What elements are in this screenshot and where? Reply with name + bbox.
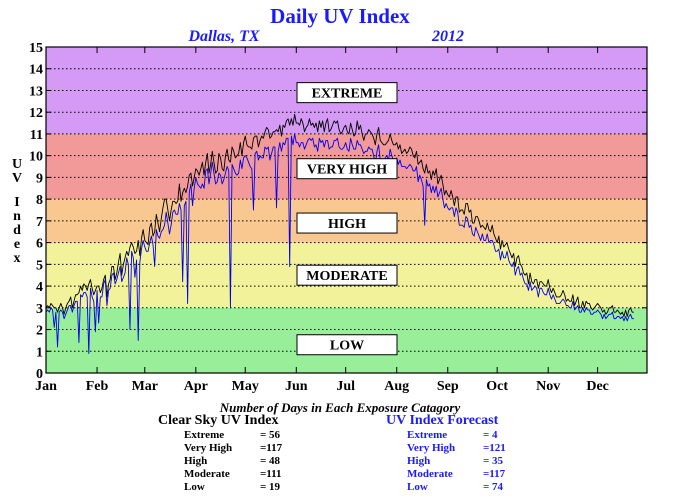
clear-sky-stats: Clear Sky UV Index Extreme = 56 Very High =… [158,413,282,494]
clear-sky-stats-row: Extreme = 56 [184,429,282,442]
y-tick-label: 3 [36,302,43,317]
band-label-box-extreme [296,82,398,104]
forecast-stats-row-value: = 35 [483,455,504,467]
forecast-stats-row: Very High =121 [407,442,506,455]
forecast-stats-row: Extreme = 4 [407,429,506,442]
y-tick-label: 9 [36,171,43,186]
y-tick-label: 1 [36,345,43,360]
y-tick-label: 10 [29,150,43,165]
forecast-stats-row: Low = 74 [407,481,506,494]
forecast-stats-row-value: = 74 [483,481,504,493]
chart-subtitle-location: Dallas, TX [187,28,259,45]
y-tick-label: 15 [29,41,43,56]
chart-title: Daily UV Index [270,4,410,28]
forecast-stats-row-value: =117 [483,468,506,480]
y-tick-label: 8 [36,193,43,208]
x-tick-label: Aug [384,379,409,394]
x-tick-label: Sep [437,379,459,394]
forecast-stats-row: Moderate =117 [407,468,506,481]
forecast-stats-row-label: High [407,455,431,467]
y-axis-label-char: I [14,195,19,210]
band-label-box-high [296,212,398,234]
forecast-stats-row-label: Extreme [407,429,448,441]
band-label-low: LOW [330,339,364,354]
y-tick-label: 6 [36,237,43,252]
y-tick-label: 13 [29,84,43,99]
stats-heading: Number of Days in Each Exposure Catagory [219,400,461,415]
forecast-stats-row: High = 35 [407,455,506,468]
y-tick-label: 12 [29,106,43,121]
clear-sky-stats-row: Very High =117 [184,442,282,455]
clear-sky-stats-row-value: =111 [260,468,282,480]
band-label-box-very-high [296,158,398,180]
forecast-stats-row-value: = 4 [483,429,498,441]
forecast-stats: UV Index Forecast Extreme = 4 Very High =12… [386,413,506,494]
x-tick-label: Jun [285,379,308,394]
y-axis-label-char: x [14,251,21,266]
y-tick-label: 14 [29,63,43,78]
clear-sky-stats-row: Moderate =111 [184,468,282,481]
clear-sky-stats-row-label: Extreme [184,429,225,441]
clear-sky-stats-row-label: Very High [184,442,233,454]
y-axis-label-char: n [13,209,21,224]
x-tick-label: Jan [35,379,57,394]
x-tick-label: Mar [132,379,158,394]
x-tick-label: Apr [184,379,208,394]
clear-sky-stats-row-value: = 19 [260,481,281,493]
clear-sky-stats-title: Clear Sky UV Index [158,413,279,428]
forecast-stats-row-label: Moderate [407,468,453,480]
x-tick-label: Dec [586,379,609,394]
band-label-box-moderate [296,264,398,286]
clear-sky-stats-row-value: =117 [260,442,283,454]
y-tick-label: 5 [36,258,43,273]
x-tick-label: Feb [86,379,109,394]
forecast-stats-row-value: =121 [483,442,506,454]
y-tick-label: 0 [36,367,43,382]
clear-sky-stats-row: High = 48 [184,455,282,468]
x-tick-label: Nov [536,379,560,394]
x-tick-label: Jul [336,379,355,394]
data-series [45,113,634,354]
y-tick-label: 2 [36,324,43,339]
clear-sky-stats-row-label: High [184,455,208,467]
clear-sky-stats-row-label: Low [184,481,205,493]
y-tick-label: 11 [30,128,43,143]
y-axis-label-char: V [12,171,22,186]
y-axis-label-char: e [14,237,20,252]
band-label-moderate: MODERATE [306,269,387,284]
clear-sky-stats-row: Low = 19 [184,481,282,494]
band-label-very-high: VERY HIGH [307,163,387,178]
band-label-box-low [296,334,398,356]
x-axis-ticks: Jan Feb Mar Apr May Jun Jul Aug Sep Oct Nov Dec [35,47,609,394]
forecast-stats-title: UV Index Forecast [386,413,499,428]
y-axis-label-char: U [12,157,22,172]
band-label-high: HIGH [328,217,366,232]
x-tick-label: May [232,379,259,394]
series-forecast [45,133,634,354]
plot-frame [45,46,648,374]
band-label-extreme: EXTREME [312,87,383,102]
y-tick-label: 7 [36,215,43,230]
forecast-stats-row-label: Very High [407,442,456,454]
y-tick-label: 4 [36,280,43,295]
x-tick-label: Oct [486,379,508,394]
y-axis-label-char: d [13,223,21,238]
clear-sky-stats-row-value: = 56 [260,429,281,441]
band-labels: LOW MODERATE HIGH VERY HIGH EXTREME [296,82,398,356]
chart-subtitle-year: 2012 [431,28,464,45]
series-clear-sky [45,113,634,317]
clear-sky-stats-row-value: = 48 [260,455,281,467]
forecast-stats-row-label: Low [407,481,428,493]
clear-sky-stats-row-label: Moderate [184,468,230,480]
